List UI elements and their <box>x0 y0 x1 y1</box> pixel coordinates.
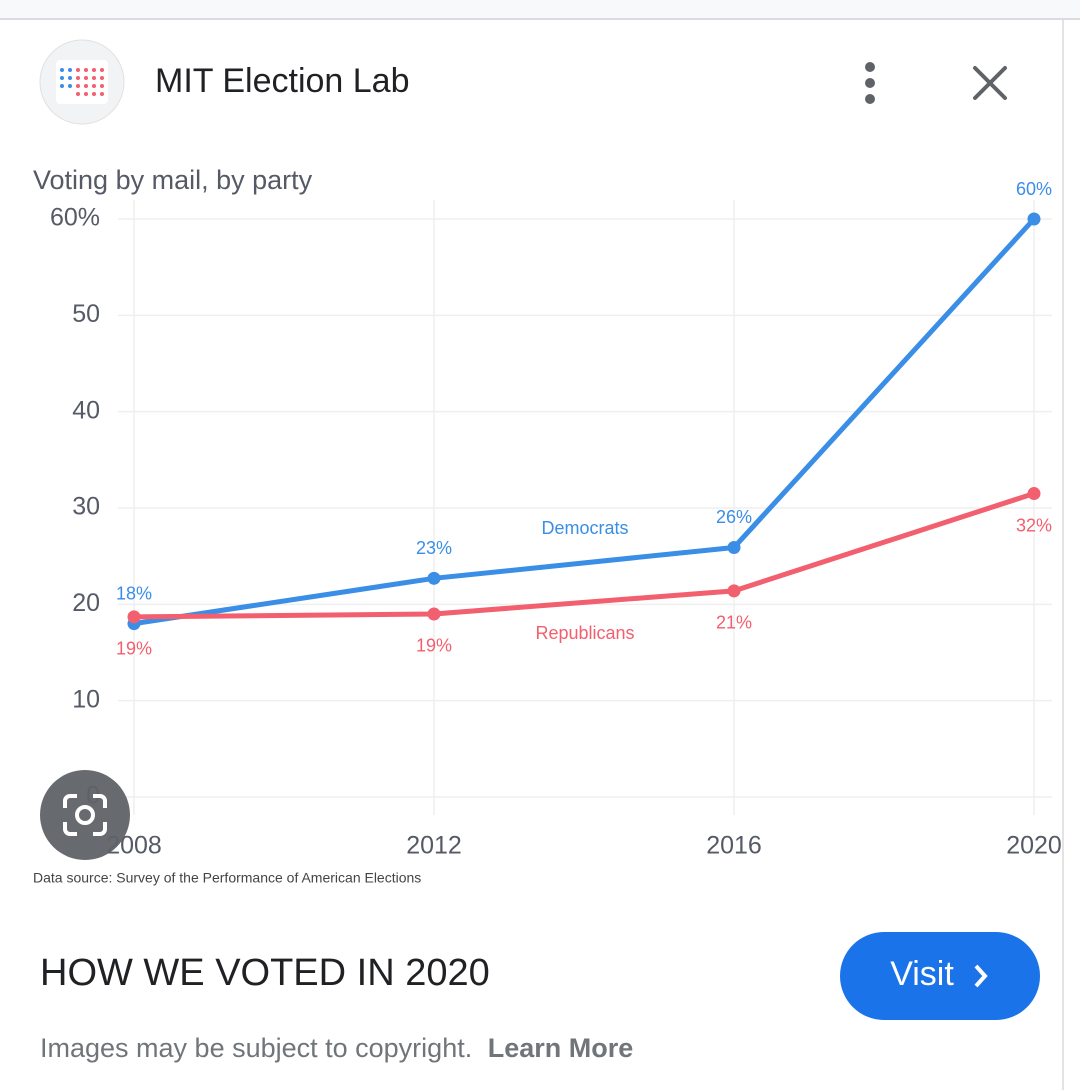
point <box>427 607 441 621</box>
legend-label: Democrats <box>541 518 628 538</box>
value-label: 19% <box>416 636 452 656</box>
copyright: Images may be subject to copyright. Lear… <box>40 1033 633 1063</box>
y-tick-label: 50 <box>72 300 100 328</box>
series-line <box>133 491 1035 620</box>
point <box>727 540 741 554</box>
x-tick-label: 2016 <box>706 832 762 860</box>
top-bar <box>0 0 1080 18</box>
y-tick-label: 20 <box>72 589 100 617</box>
y-tick-label: 30 <box>72 493 100 521</box>
value-label: 60% <box>1016 179 1052 199</box>
point <box>727 584 741 598</box>
legend-label: Republicans <box>535 623 634 643</box>
point <box>127 610 141 624</box>
point <box>1027 212 1041 226</box>
x-tick-label: 2020 <box>1006 832 1062 860</box>
chart-source: Data source: Survey of the Performance o… <box>33 870 421 886</box>
value-label: 23% <box>416 538 452 558</box>
value-label: 21% <box>716 613 752 633</box>
value-label: 18% <box>116 583 152 603</box>
point <box>1027 487 1041 501</box>
button-label: Visit <box>890 955 954 993</box>
menu-button[interactable] <box>865 62 875 104</box>
value-label: 19% <box>116 639 152 659</box>
point <box>427 571 441 585</box>
close-button[interactable] <box>973 66 1007 100</box>
y-tick-label: 10 <box>72 685 100 713</box>
x-tick-label: 2012 <box>406 832 462 860</box>
series-line <box>133 217 1036 627</box>
chart-title: Voting by mail, by party <box>33 165 313 195</box>
headline: HOW WE VOTED IN 2020 <box>40 952 490 994</box>
site-title: MIT Election Lab <box>155 62 410 100</box>
notice: Images may be subject to copyright. <box>40 1033 472 1063</box>
plot: 0102030405060%200820122016202018%23%26%6… <box>50 179 1062 860</box>
lens-button[interactable] <box>40 770 130 860</box>
value-label: 32% <box>1016 515 1052 535</box>
y-tick-label: 40 <box>72 396 100 424</box>
visit-button[interactable]: Visit <box>840 932 1040 1020</box>
site-icon <box>39 39 125 125</box>
value-label: 26% <box>716 507 752 527</box>
y-tick-label: 60% <box>50 204 100 232</box>
learn-more[interactable]: Learn More <box>488 1033 634 1063</box>
